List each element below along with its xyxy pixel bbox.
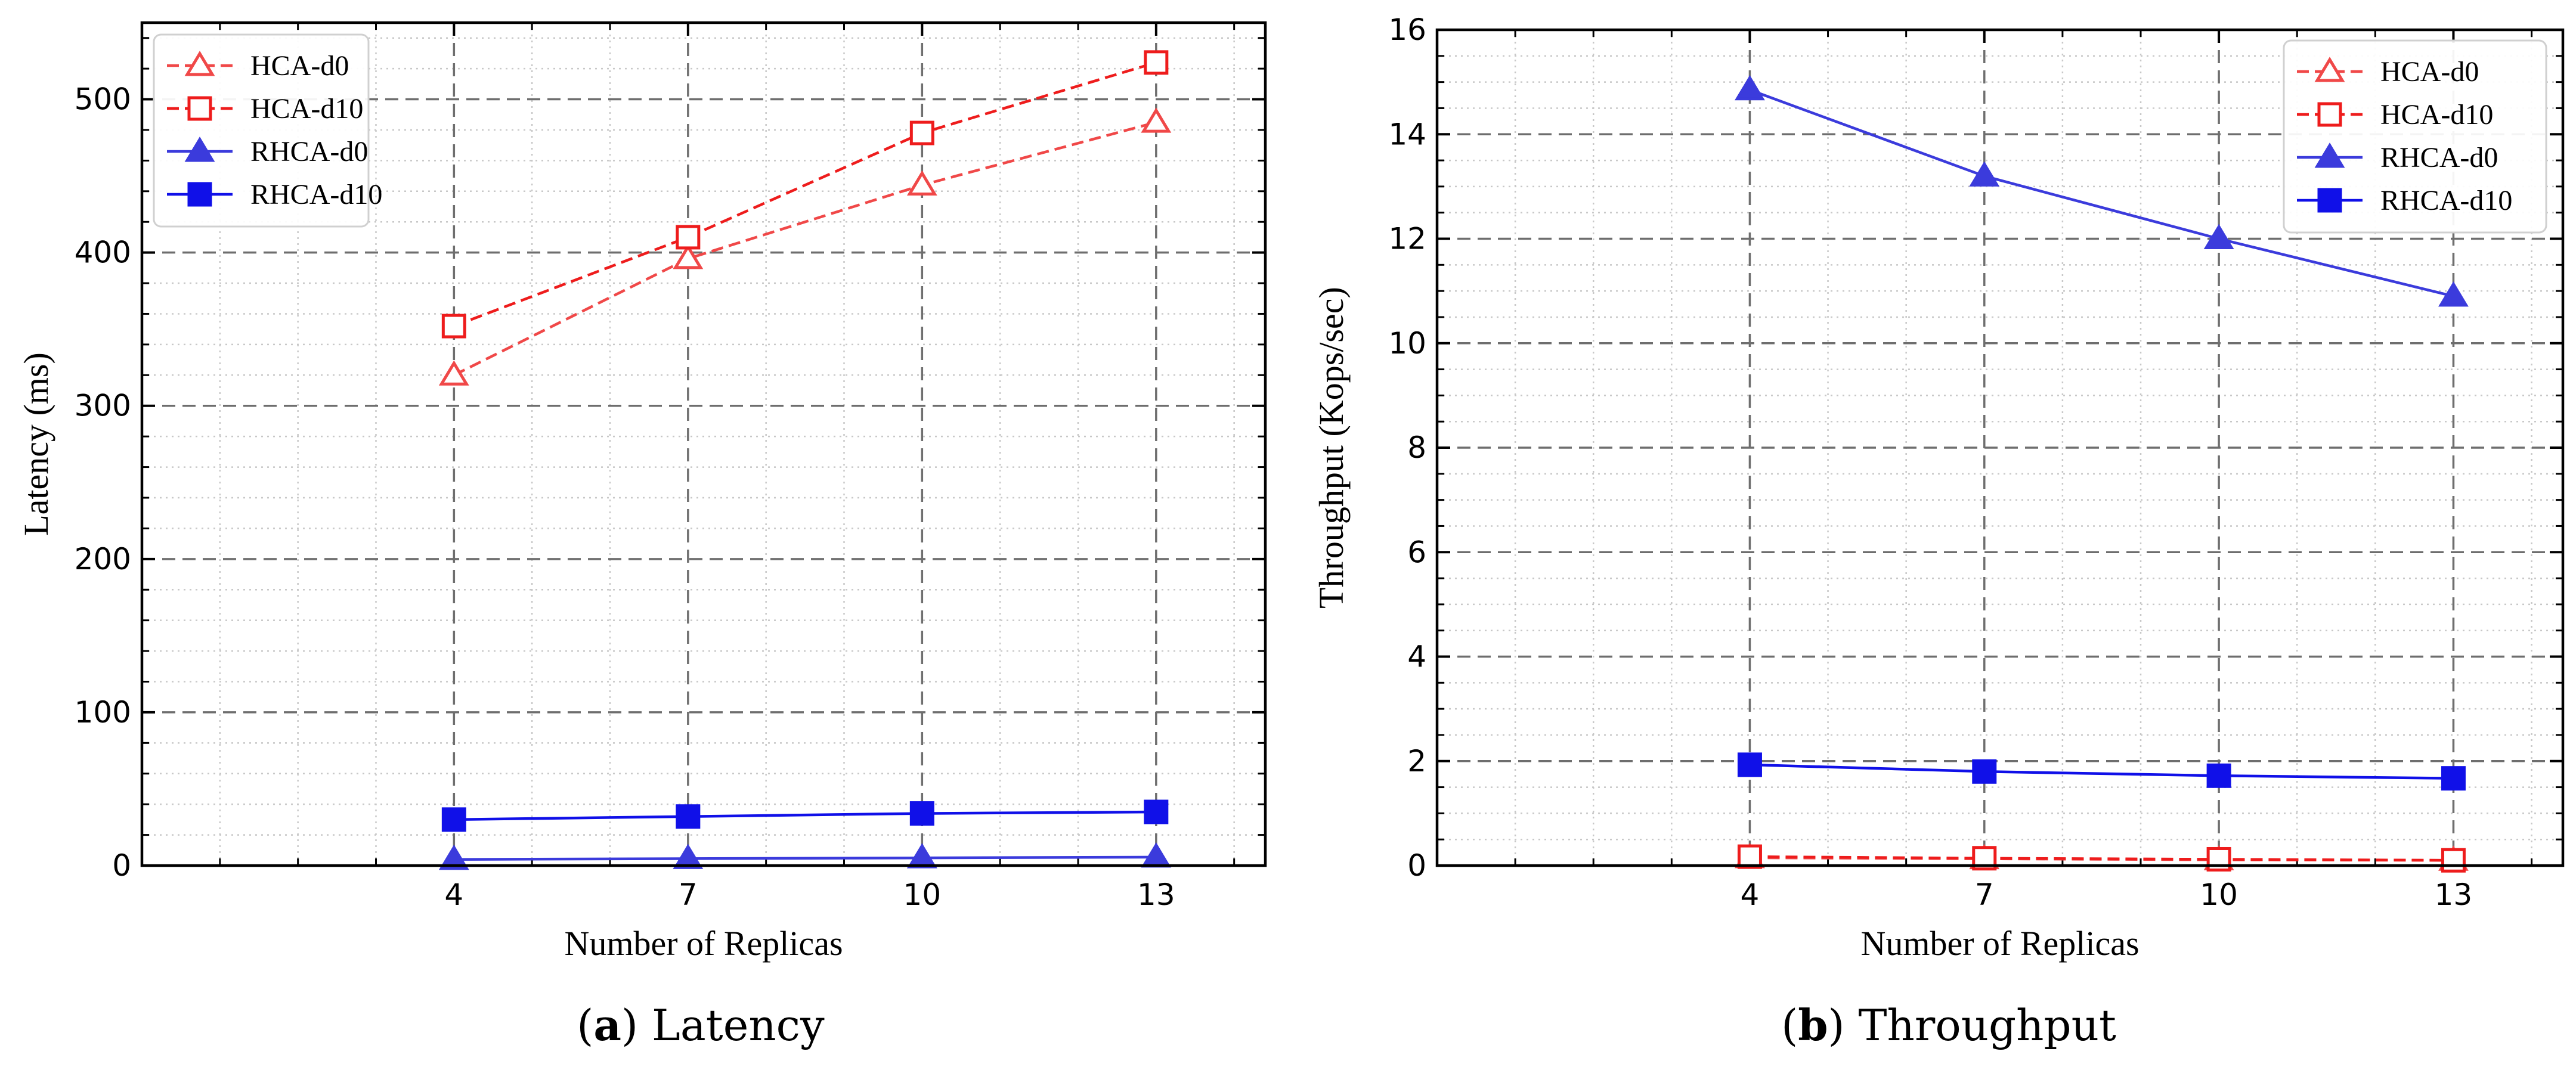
data-point-rhca-d0 [2203,224,2234,249]
legend-marker-rhca-d10 [2317,188,2342,213]
x-tick-label: 10 [903,877,942,912]
data-point-rhca-d0 [438,844,469,870]
data-point-rhca-d0 [2438,281,2469,307]
data-point-hca-d10 [1144,50,1169,75]
caption-a-text: Latency [652,1000,825,1050]
caption-a-letter: a [593,1000,621,1050]
throughput-chart: 0 2 4 6 8 10 12 14 16 4 7 10 13 Number of Replicas Thr… [1312,13,2565,963]
series-line-rhca-d10 [1750,763,2454,780]
series-line-hca-d10 [1750,855,2454,862]
caption-b-letter: b [1798,1000,1828,1050]
x-tick-label: 10 [2200,877,2238,912]
y-tick-label: 500 [75,82,131,117]
legend-label-rhca-d0: RHCA-d0 [2380,142,2498,173]
series-line-rhca-d0 [454,855,1156,861]
legend-box [2283,39,2547,234]
legend-marker-hca-d10 [2317,102,2342,127]
data-point-hca-d0 [1141,107,1172,133]
data-point-hca-d10 [909,120,934,145]
legend-marker-hca-d0 [184,51,215,76]
data-point-rhca-d10 [2441,766,2466,791]
data-point-rhca-d10 [441,807,466,832]
legend-marker-rhca-d0 [184,137,215,162]
legend-label-hca-d10: HCA-d10 [2380,99,2493,131]
y-tick-label: 200 [75,542,131,576]
y-tick-label: 10 [1388,326,1426,361]
data-point-rhca-d0 [1735,75,1765,101]
data-point-rhca-d0 [1141,842,1172,868]
y-tick-label: 0 [112,848,131,883]
x-tick-label: 7 [1975,877,1994,912]
series-line-rhca-d0 [1749,88,2454,298]
caption-b: (b) Throughput [1781,1000,2116,1050]
y-axis-title: Throughput (Kops/sec) [1312,287,1351,609]
data-point-rhca-d10 [1737,752,1762,777]
legend-label-hca-d0: HCA-d0 [2380,56,2479,88]
y-tick-label: 2 [1407,744,1426,779]
y-tick-label: 12 [1388,222,1426,256]
legend-box [153,33,370,228]
y-tick-label: 400 [75,235,131,270]
y-tick-label: 300 [75,389,131,423]
data-point-hca-d0 [438,360,469,386]
x-tick-label: 4 [444,877,463,912]
legend-marker-rhca-d10 [187,182,212,207]
legend-label-hca-d10: HCA-d10 [250,93,363,125]
y-tick-label: 6 [1407,535,1426,569]
caption-a: (a) Latency [577,1000,825,1050]
series-line-rhca-d10 [454,810,1156,821]
data-point-rhca-d10 [2206,763,2231,788]
data-point-rhca-d0 [673,843,704,869]
legend-label-rhca-d0: RHCA-d0 [250,136,368,168]
legend-marker-hca-d10 [187,96,212,121]
data-point-rhca-d10 [676,804,701,829]
data-point-hca-d10 [441,314,466,339]
x-tick-label: 4 [1741,877,1760,912]
y-tick-label: 8 [1407,430,1426,465]
y-tick-label: 0 [1407,848,1426,883]
legend-label-rhca-d10: RHCA-d10 [250,179,382,210]
x-tick-label: 7 [679,877,698,912]
data-point-rhca-d0 [906,843,937,869]
x-tick-label: 13 [1137,877,1175,912]
caption-b-text: Throughput [1859,1000,2116,1050]
y-axis-title: Latency (ms) [17,352,55,536]
y-tick-label: 14 [1388,117,1426,151]
y-tick-label: 100 [75,695,131,730]
x-tick-label: 13 [2435,877,2473,912]
y-tick-label: 16 [1388,13,1426,47]
series-line-hca-d0 [453,120,1157,377]
data-point-rhca-d0 [1969,161,2000,187]
data-point-hca-d0 [906,170,937,196]
legend-label-rhca-d10: RHCA-d10 [2380,185,2512,216]
series-line-hca-d10 [453,61,1157,328]
legend-marker-hca-d0 [2314,57,2345,82]
plot-frame [1435,28,2565,867]
y-tick-label: 4 [1407,640,1426,674]
legend-label-hca-d0: HCA-d0 [250,50,349,82]
data-point-rhca-d10 [1972,759,1997,784]
latency-chart: 0 100 200 300 400 500 4 7 10 13 Number of Replicas… [17,21,1267,963]
data-point-hca-d10 [1737,844,1762,869]
x-axis-title: Number of Replicas [564,924,843,963]
plot-frame [140,21,1267,867]
legend-marker-rhca-d0 [2314,142,2345,168]
data-point-hca-d10 [676,225,701,250]
x-axis-title: Number of Replicas [1860,924,2139,963]
data-point-rhca-d10 [909,801,934,826]
data-point-hca-d0 [673,244,704,269]
data-point-hca-d10 [2441,848,2466,873]
data-point-rhca-d10 [1144,799,1169,824]
